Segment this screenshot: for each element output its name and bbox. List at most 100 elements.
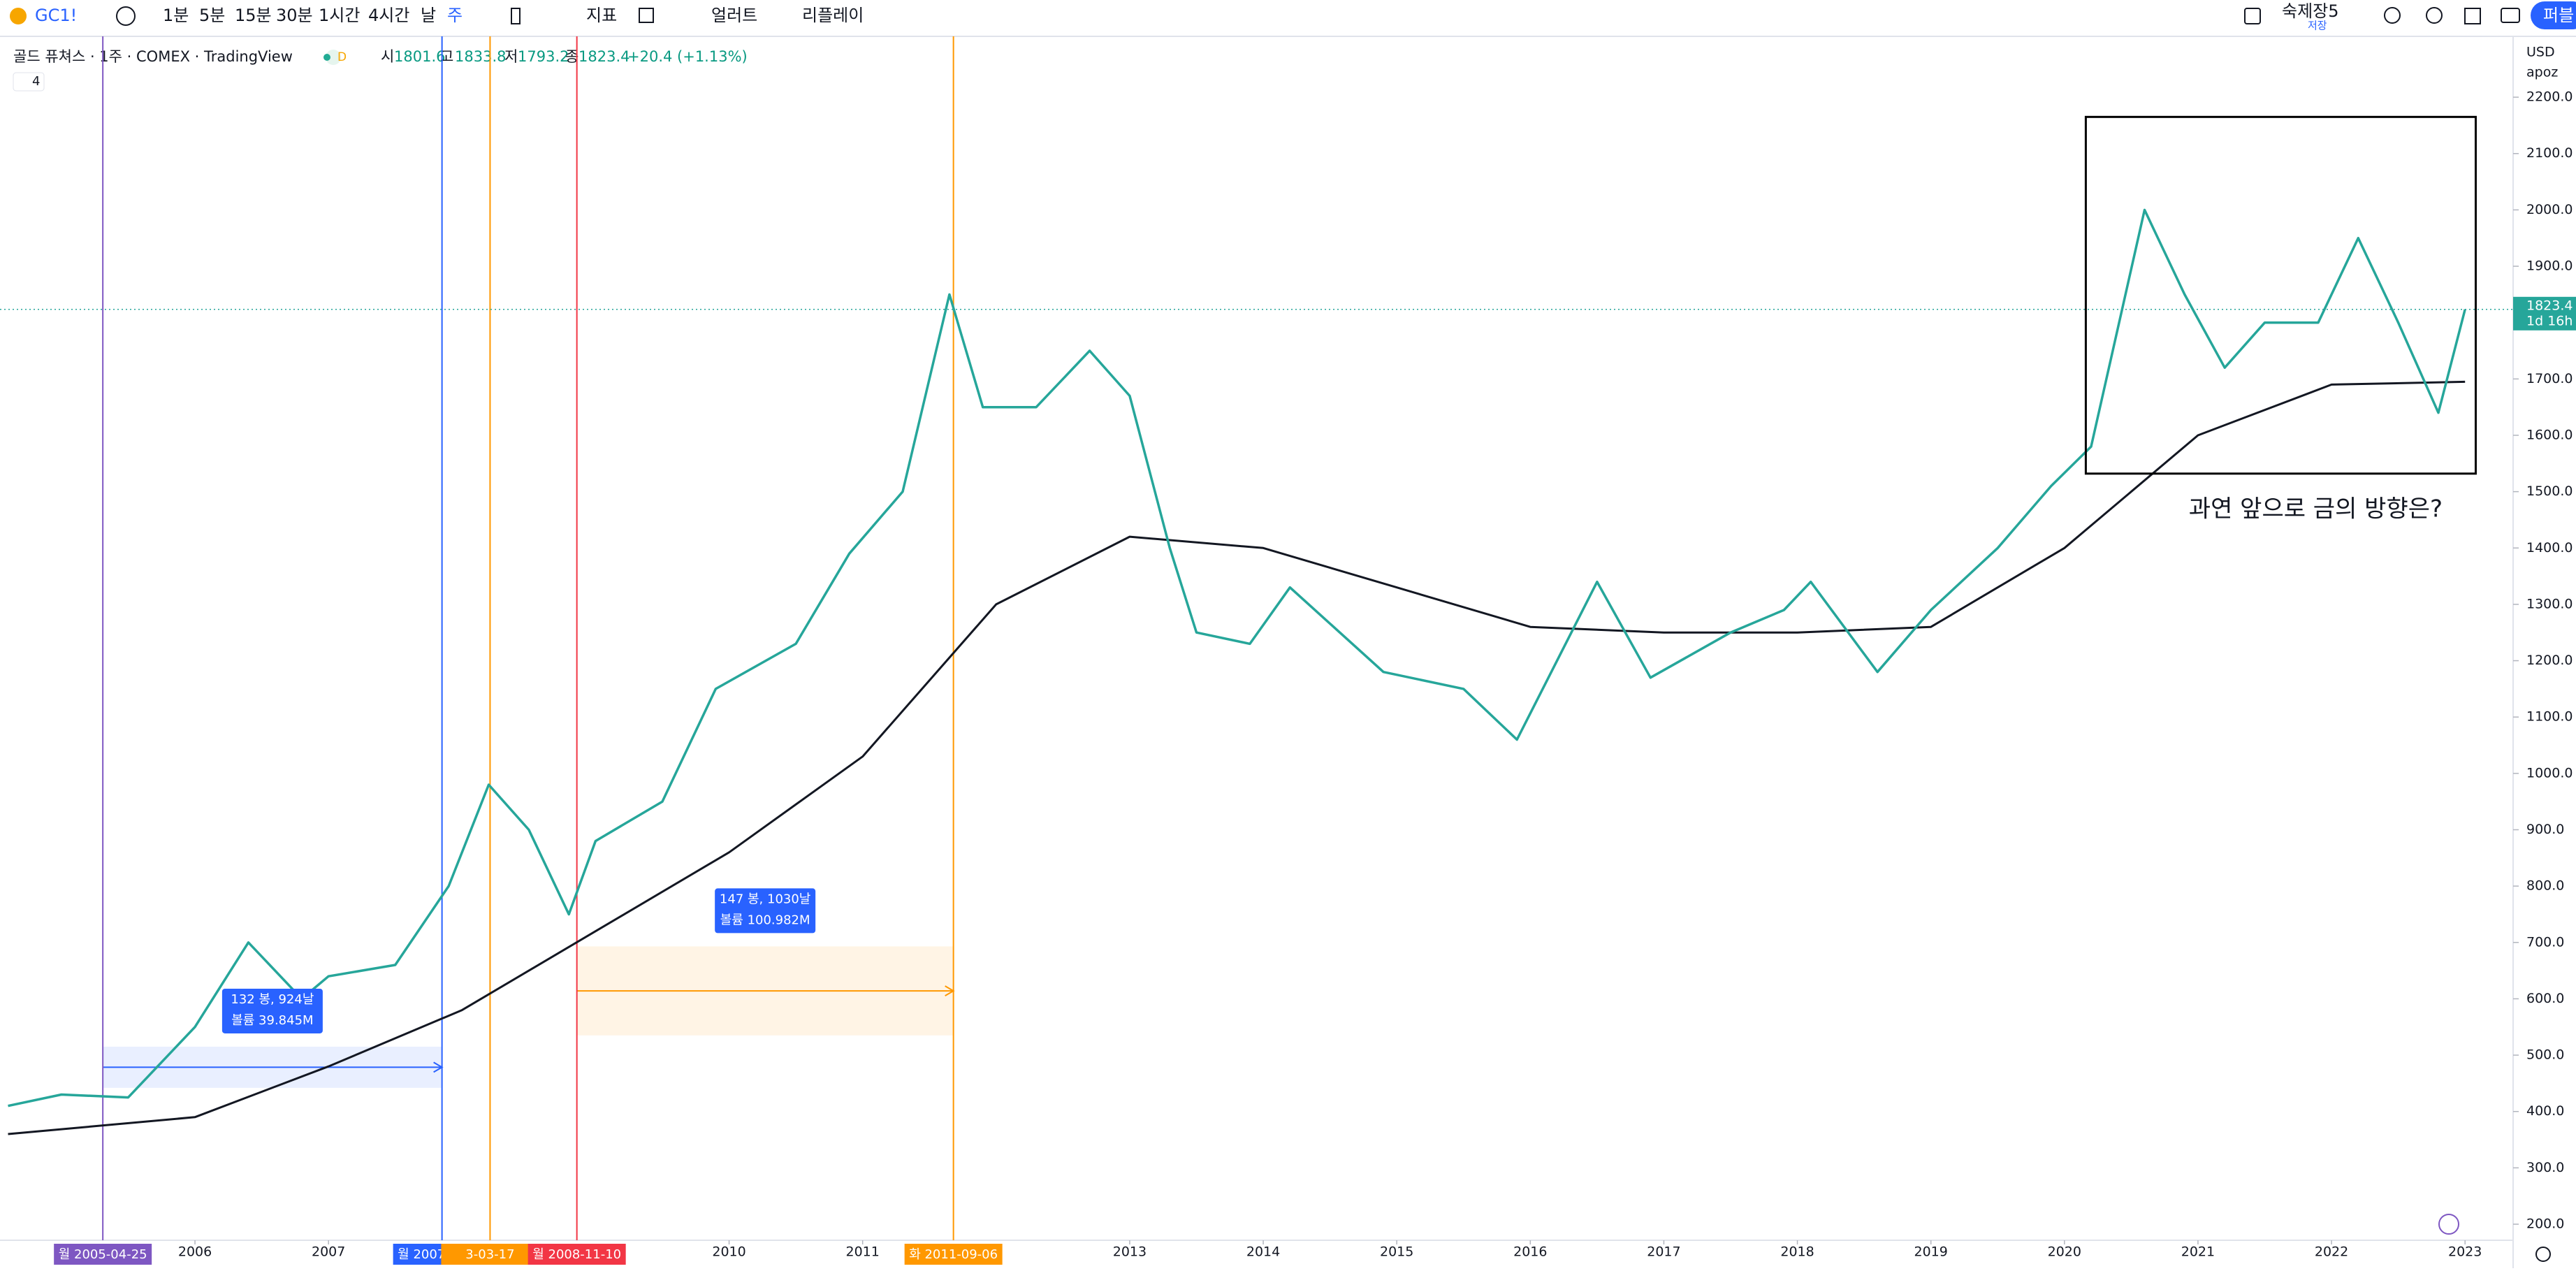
symbol[interactable]: GC1! — [35, 6, 77, 25]
x-tick-label: 2006 — [178, 1244, 212, 1260]
annotation-text: 과연 앞으로 금의 방향은? — [2189, 495, 2443, 523]
badge-dot — [323, 54, 330, 61]
date-label: 화 2011-09-06 — [909, 1247, 998, 1262]
y-tick-label: 300.0 — [2526, 1160, 2564, 1175]
x-tick-label: 2010 — [712, 1244, 745, 1260]
x-tick-label: 2020 — [2048, 1244, 2081, 1260]
measure-box — [715, 888, 816, 934]
y-tick-label: 600.0 — [2526, 991, 2564, 1006]
price-line — [8, 208, 2466, 1107]
x-tick-label: 2018 — [1780, 1244, 1814, 1260]
publish[interactable]: 퍼블 — [2543, 6, 2574, 25]
search[interactable] — [2384, 7, 2401, 24]
fullscreen[interactable] — [2464, 8, 2481, 24]
annotation-box — [2084, 115, 2477, 475]
layout-icon[interactable] — [2244, 8, 2261, 24]
toolbar — [0, 0, 2576, 36]
interval[interactable]: 1분 — [163, 6, 189, 25]
go-live[interactable] — [2438, 1214, 2459, 1235]
ohlc-label: 저 — [504, 48, 518, 65]
badge-bg — [326, 50, 341, 65]
currency[interactable]: USD — [2526, 45, 2555, 60]
measure-box — [221, 988, 323, 1033]
moving-average — [8, 380, 2466, 1135]
alerts[interactable]: 얼러트 — [711, 6, 757, 25]
x-tick-label: 2013 — [1113, 1244, 1147, 1260]
price-tag — [2513, 296, 2576, 331]
x-tick-label: 2017 — [1647, 1244, 1680, 1260]
axis-settings[interactable] — [2535, 1247, 2551, 1262]
interval[interactable]: 5분 — [199, 6, 225, 25]
y-tick-label: 1300.0 — [2526, 596, 2573, 611]
y-tick-label: 800.0 — [2526, 878, 2564, 894]
interval-active[interactable]: 주 — [447, 6, 463, 25]
ohlc-label: 고 — [440, 48, 453, 65]
badge: D — [337, 50, 347, 64]
y-tick-label: 400.0 — [2526, 1103, 2564, 1119]
date-label-box — [527, 1244, 626, 1265]
symbol-icon[interactable] — [10, 8, 27, 24]
interval[interactable]: 4시간 — [368, 6, 409, 25]
y-tick-label: 1700.0 — [2526, 371, 2573, 386]
date-label-box — [441, 1244, 539, 1265]
interval[interactable]: 30분 — [276, 6, 313, 25]
y-tick-label: 2100.0 — [2526, 145, 2573, 161]
x-tick-label: 2023 — [2448, 1244, 2482, 1260]
publish-button[interactable] — [2531, 1, 2576, 29]
interval[interactable]: 날 — [421, 6, 436, 25]
price-tag-label: 1823.4 — [2526, 298, 2573, 313]
measure-bars: 132 봉, 924날 — [231, 992, 314, 1007]
ohlc-value: 1801.6 — [394, 48, 445, 65]
measure-volume: 볼륨 39.845M — [231, 1013, 313, 1028]
date-label-box — [904, 1244, 1003, 1265]
x-tick-label: 2022 — [2315, 1244, 2348, 1260]
countdown: 1d 16h — [2526, 313, 2573, 328]
interval[interactable]: 1시간 — [319, 6, 360, 25]
x-tick-label: 2007 — [312, 1244, 345, 1260]
indicators[interactable]: 지표 — [586, 6, 617, 25]
date-label: 월 2008-11-10 — [532, 1247, 621, 1262]
pane-toggle[interactable] — [13, 72, 45, 92]
ohlc-value: 1833.8 — [455, 48, 506, 65]
snapshot[interactable] — [2501, 8, 2520, 23]
y-tick-label: 900.0 — [2526, 822, 2564, 837]
x-tick-label: 2016 — [1513, 1244, 1547, 1260]
legend-title: 골드 퓨쳐스 · 1주 · COMEX · TradingView — [13, 48, 293, 65]
x-tick-label: 2019 — [1914, 1244, 1948, 1260]
y-tick-label: 1200.0 — [2526, 653, 2573, 668]
save[interactable]: 저장 — [2308, 20, 2327, 32]
y-tick-label: 1400.0 — [2526, 540, 2573, 555]
y-tick-label: 700.0 — [2526, 934, 2564, 950]
date-label-box — [54, 1244, 152, 1265]
y-tick-label: 1900.0 — [2526, 259, 2573, 274]
ohlc-value: 1823.4 — [578, 48, 630, 65]
y-tick-label: 2200.0 — [2526, 89, 2573, 105]
scale-mode[interactable]: apoz — [2526, 65, 2558, 80]
y-tick-label: 1600.0 — [2526, 427, 2573, 442]
date-label: 3-03-17 — [465, 1247, 514, 1262]
y-tick-label: 1000.0 — [2526, 765, 2573, 780]
y-tick-label: 1100.0 — [2526, 709, 2573, 725]
interval[interactable]: 15분 — [235, 6, 272, 25]
x-tick-label: 2014 — [1246, 1244, 1280, 1260]
x-tick-label: 2015 — [1380, 1244, 1413, 1260]
ohlc-label: 종 — [565, 48, 578, 65]
measure-bars: 147 봉, 1030날 — [720, 892, 810, 906]
replay[interactable]: 리플레이 — [802, 6, 864, 25]
y-tick-label: 2000.0 — [2526, 202, 2573, 217]
y-tick-label: 500.0 — [2526, 1047, 2564, 1063]
templates[interactable] — [639, 8, 654, 23]
y-tick-label: 200.0 — [2526, 1216, 2564, 1232]
change: +20.4 (+1.13%) — [627, 48, 748, 65]
pane-count[interactable]: 4 — [32, 74, 40, 89]
layout-name[interactable]: 숙제장5 — [2282, 1, 2339, 21]
x-tick-label: 2011 — [845, 1244, 879, 1260]
settings[interactable] — [2426, 7, 2443, 24]
chart-type[interactable] — [511, 8, 521, 24]
x-tick-label: 2021 — [2181, 1244, 2215, 1260]
ohlc-label: 시 — [381, 48, 394, 65]
y-tick-label: 1500.0 — [2526, 484, 2573, 499]
add-symbol[interactable] — [116, 6, 136, 26]
